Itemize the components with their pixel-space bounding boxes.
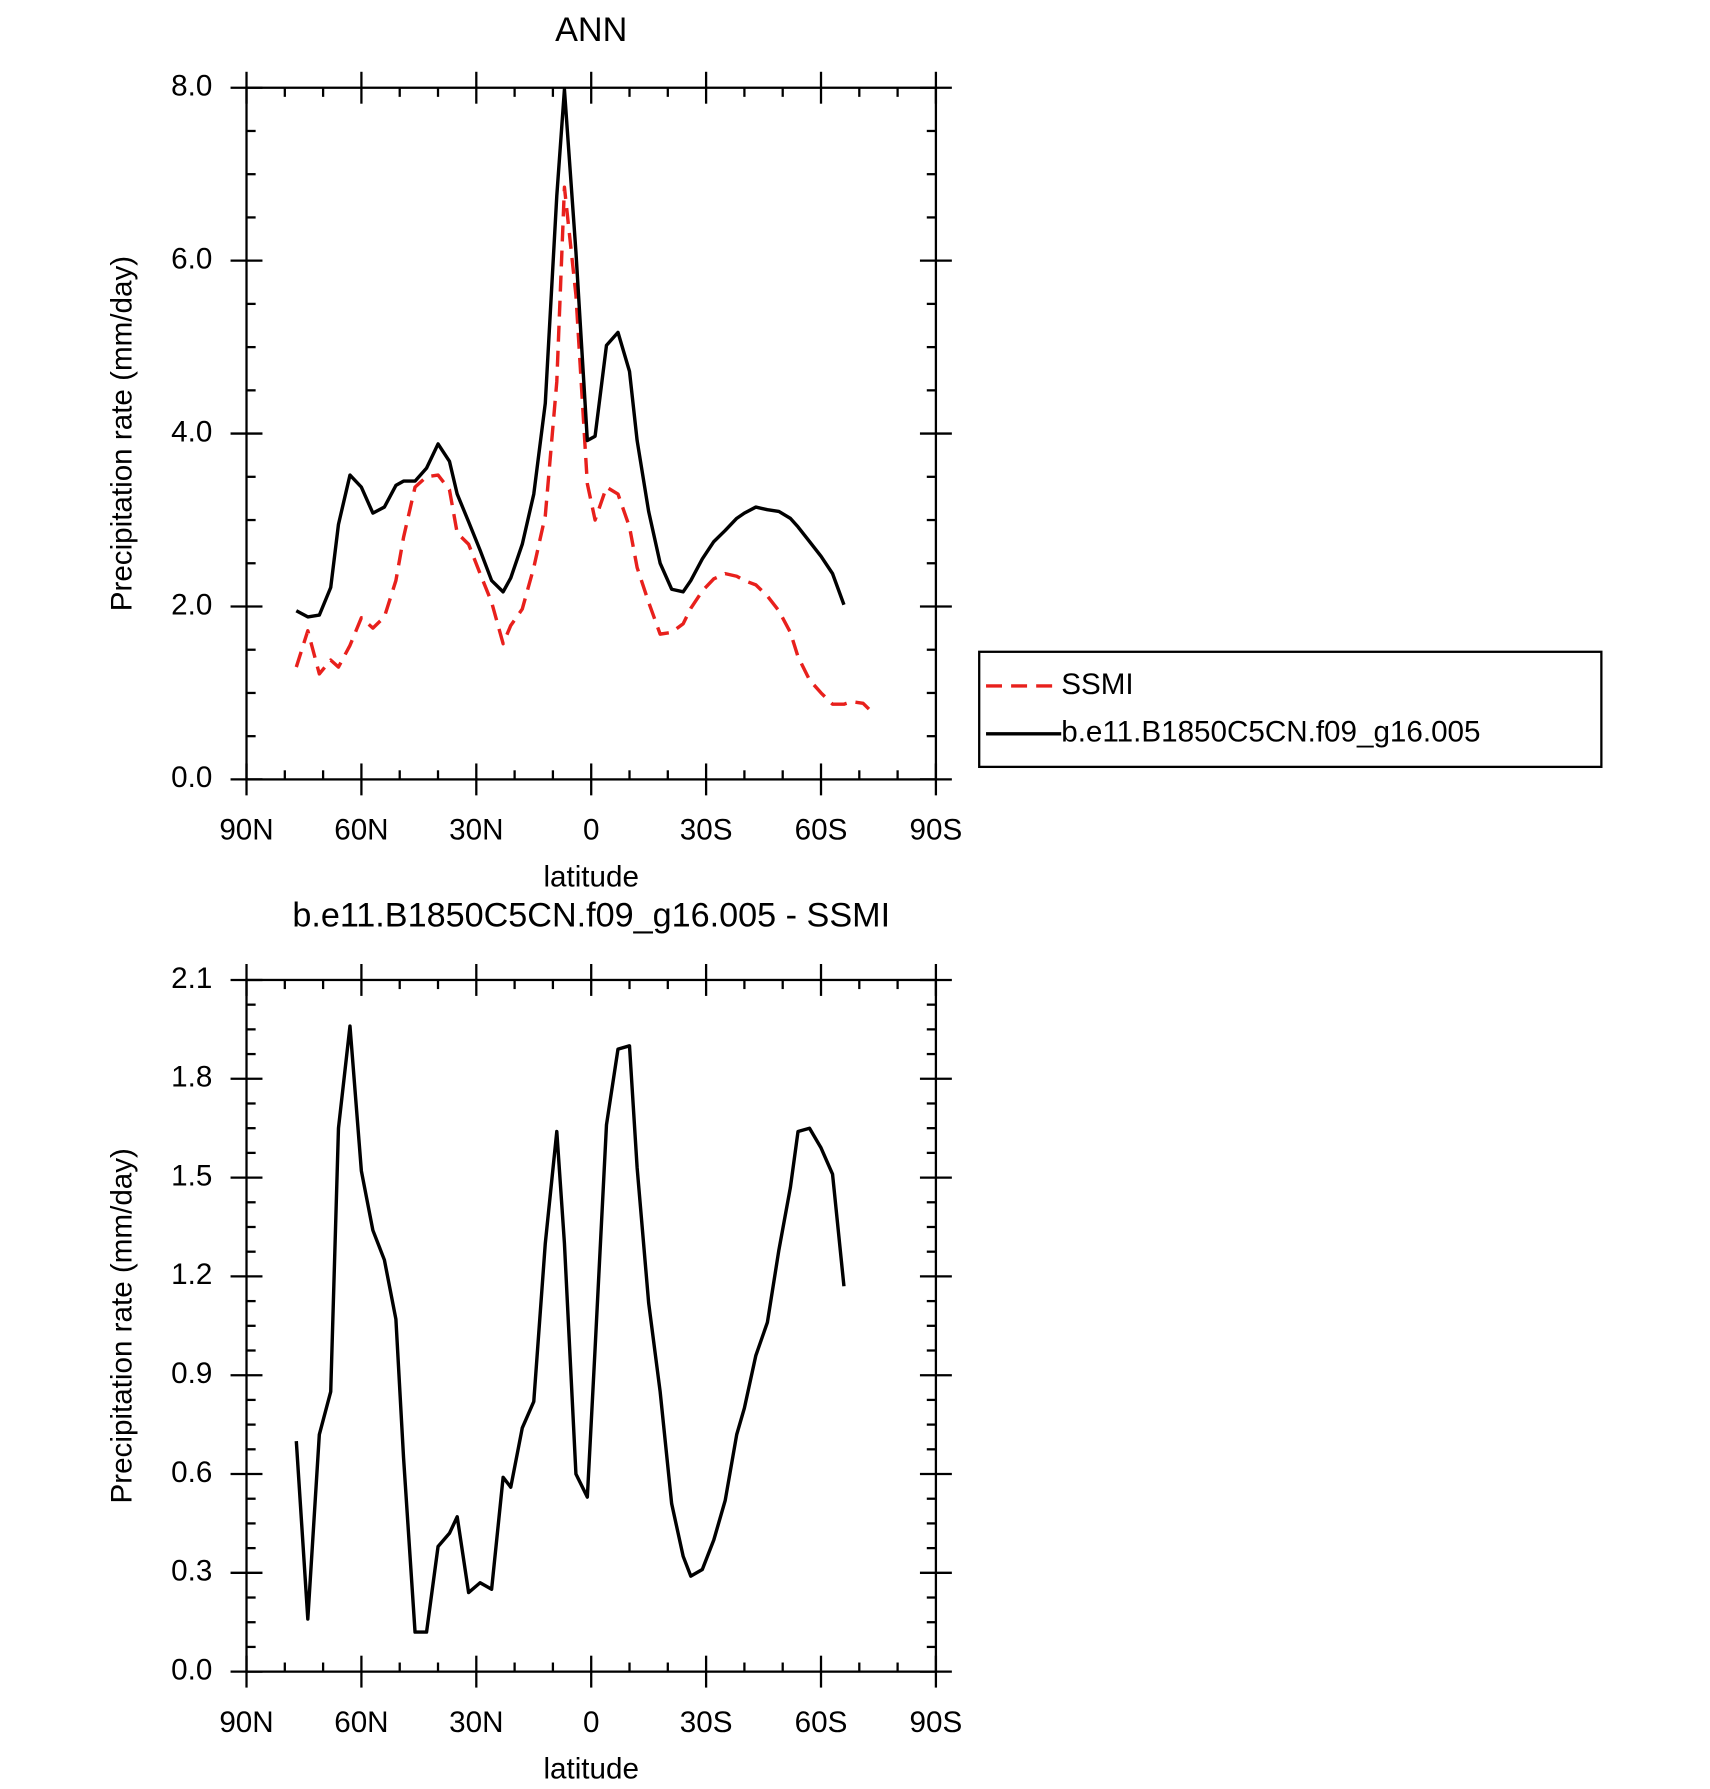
- y-tick-label: 2.1: [171, 962, 212, 995]
- y-tick-label: 0.0: [171, 1653, 212, 1686]
- x-tick-label: 90N: [219, 814, 273, 847]
- x-tick-label: 60N: [334, 814, 388, 847]
- x-axis-label: latitude: [543, 860, 638, 893]
- y-tick-label: 1.2: [171, 1258, 212, 1291]
- x-tick-label: 60S: [795, 1706, 848, 1739]
- y-tick-label: 0.6: [171, 1456, 212, 1489]
- y-tick-label: 8.0: [171, 70, 212, 103]
- x-tick-label: 30N: [449, 1706, 503, 1739]
- y-tick-label: 6.0: [171, 242, 212, 275]
- legend-label: b.e11.B1850C5CN.f09_g16.005: [1061, 716, 1480, 749]
- chart-title: b.e11.B1850C5CN.f09_g16.005 - SSMI: [292, 896, 890, 934]
- x-tick-label: 30N: [449, 814, 503, 847]
- x-tick-label: 0: [583, 814, 599, 847]
- y-tick-label: 0.3: [171, 1555, 212, 1588]
- legend-box: [978, 650, 1603, 769]
- y-tick-label: 1.5: [171, 1159, 212, 1192]
- x-tick-label: 0: [583, 1706, 599, 1739]
- y-tick-label: 0.9: [171, 1357, 212, 1390]
- legend-label: SSMI: [1061, 668, 1133, 701]
- y-tick-label: 1.8: [171, 1061, 212, 1094]
- y-axis-label: Precipitation rate (mm/day): [105, 256, 138, 611]
- plot-frame: [245, 978, 938, 1673]
- x-axis-label: latitude: [543, 1753, 638, 1786]
- x-tick-label: 90N: [219, 1706, 273, 1739]
- x-tick-label: 60S: [795, 814, 848, 847]
- x-tick-label: 90S: [910, 814, 963, 847]
- y-tick-label: 0.0: [171, 761, 212, 794]
- plot-frame: [245, 86, 938, 781]
- y-tick-label: 4.0: [171, 415, 212, 448]
- x-tick-label: 30S: [680, 1706, 733, 1739]
- x-tick-label: 90S: [910, 1706, 963, 1739]
- x-tick-label: 60N: [334, 1706, 388, 1739]
- x-tick-label: 30S: [680, 814, 733, 847]
- data-line: [295, 87, 846, 619]
- data-line: [294, 1024, 846, 1634]
- y-axis-label: Precipitation rate (mm/day): [105, 1148, 138, 1503]
- chart-title: ANN: [555, 11, 627, 49]
- data-line: [294, 185, 876, 716]
- y-tick-label: 2.0: [171, 588, 212, 621]
